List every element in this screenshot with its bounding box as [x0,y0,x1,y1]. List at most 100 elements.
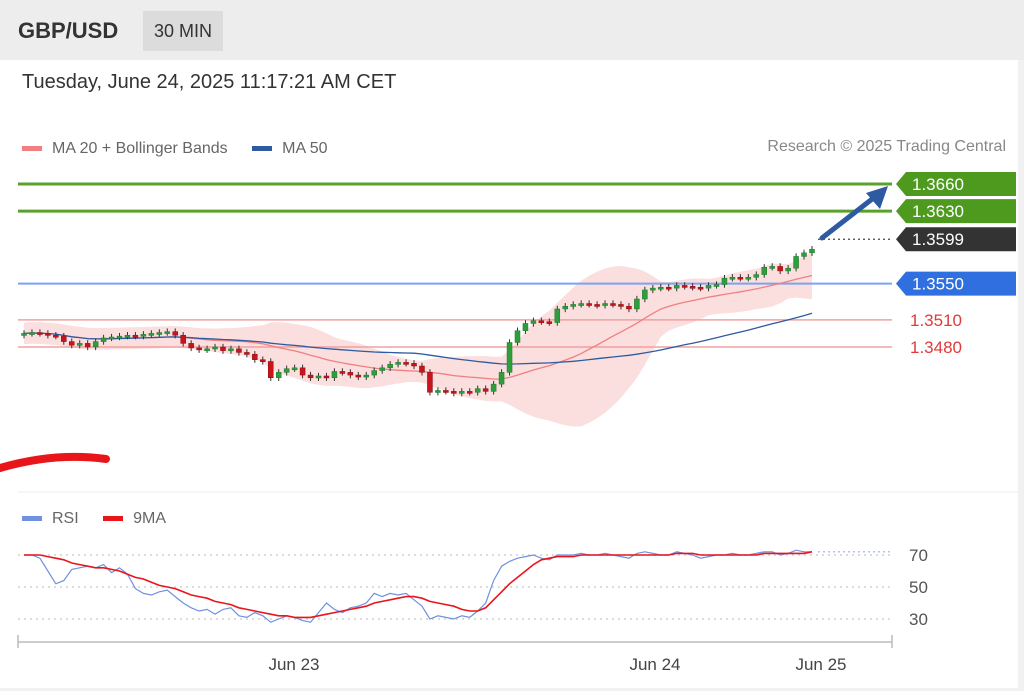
candle [283,365,290,376]
bull-candle-body [721,277,728,285]
bull-candle-body [713,284,720,287]
bull-candle-body [634,298,640,310]
bear-candle-body [546,321,553,324]
candle [76,340,83,349]
bear-candle-body [586,303,592,306]
legend-label-9ma: 9MA [133,509,167,527]
red-pen-stroke [0,452,110,472]
bear-candle-body [737,277,744,280]
bear-candle-body [538,320,545,323]
candle [753,271,760,281]
candle [37,329,43,337]
legend-label-ma20: MA 20 + Bollinger Bands [52,139,228,157]
bear-candle-body [594,304,600,307]
candle [506,339,513,376]
candle [315,372,322,381]
bull-candle-body [371,370,377,376]
bear-candle-body [681,285,688,288]
bull-candle-body [753,274,760,278]
bear-candle-body [777,266,783,272]
candle [156,329,163,337]
bull-candle-body [315,375,322,379]
candle [291,364,298,372]
instrument-title: GBP/USD [18,18,119,43]
bear-candle-body [61,335,67,342]
candle [514,327,521,346]
level-tag-label: 1.3599 [912,230,964,249]
bear-candle-body [188,343,194,349]
candle [260,356,266,365]
bear-candle-body [267,361,274,379]
candle [443,387,449,395]
bear-candle-body [665,286,672,290]
candle [92,338,99,351]
level-tag-label: 1.3660 [912,175,964,194]
interval-badge[interactable]: 30 MIN [143,11,224,51]
candle [809,246,815,256]
bull-candle-body [650,287,656,291]
level-tag-box [896,227,1016,252]
candle [116,332,123,341]
candle [673,282,680,292]
bear-candle-body [626,306,632,310]
bollinger-band-area [24,251,812,427]
candle [61,332,67,345]
candle [793,253,799,272]
candle [331,368,338,381]
candle [188,340,194,352]
bear-candle-body [697,286,704,290]
candle [490,380,497,395]
bear-candle-body [427,372,433,393]
bull-candle-body [156,332,163,335]
candle [180,332,186,347]
candle [466,388,473,396]
candle [665,284,672,292]
candle [419,362,425,376]
candle [124,332,131,340]
legend-item-ma50: MA 50 [252,140,327,158]
bull-candle-body [642,289,648,300]
candle [299,364,306,379]
candle [554,305,561,326]
ma20-swatch [22,146,42,151]
bull-candle-body [291,367,298,371]
candle [538,317,545,325]
bear-candle-body [403,362,409,365]
candle [108,333,115,342]
candle [451,388,457,397]
bear-candle-body [419,365,425,373]
bull-candle-body [729,277,736,280]
bull-candle-body [212,346,218,350]
candle [204,345,210,353]
candle [713,281,720,289]
level-tag-label: 1.3550 [912,275,964,294]
x-tick-label: Jun 23 [268,655,319,674]
bear-candle-body [53,334,59,338]
candle [172,328,178,339]
bull-candle-body [570,304,576,307]
candle [777,263,783,275]
bull-candle-body [363,374,370,378]
candle [53,332,59,340]
candle [387,361,393,371]
bear-candle-body [180,334,186,344]
candle [435,387,441,396]
bear-candle-body [299,367,306,376]
candle [355,371,362,381]
candle [546,318,553,326]
bull-candle-body [562,306,569,310]
bull-candle-body [809,248,815,254]
level-tag-box [896,172,1016,196]
candle [427,369,433,396]
bollinger-bands [24,251,812,427]
bear-candle-body [482,388,489,392]
candle [140,331,147,340]
bull-candle-body [705,285,712,289]
legend-item-ma20: MA 20 + Bollinger Bands [22,140,228,158]
candle [729,274,736,282]
candle [634,295,640,313]
bull-candle-body [498,372,505,385]
bull-candle-body [474,388,481,393]
level-tag-box [896,271,1016,296]
candle [212,343,218,352]
